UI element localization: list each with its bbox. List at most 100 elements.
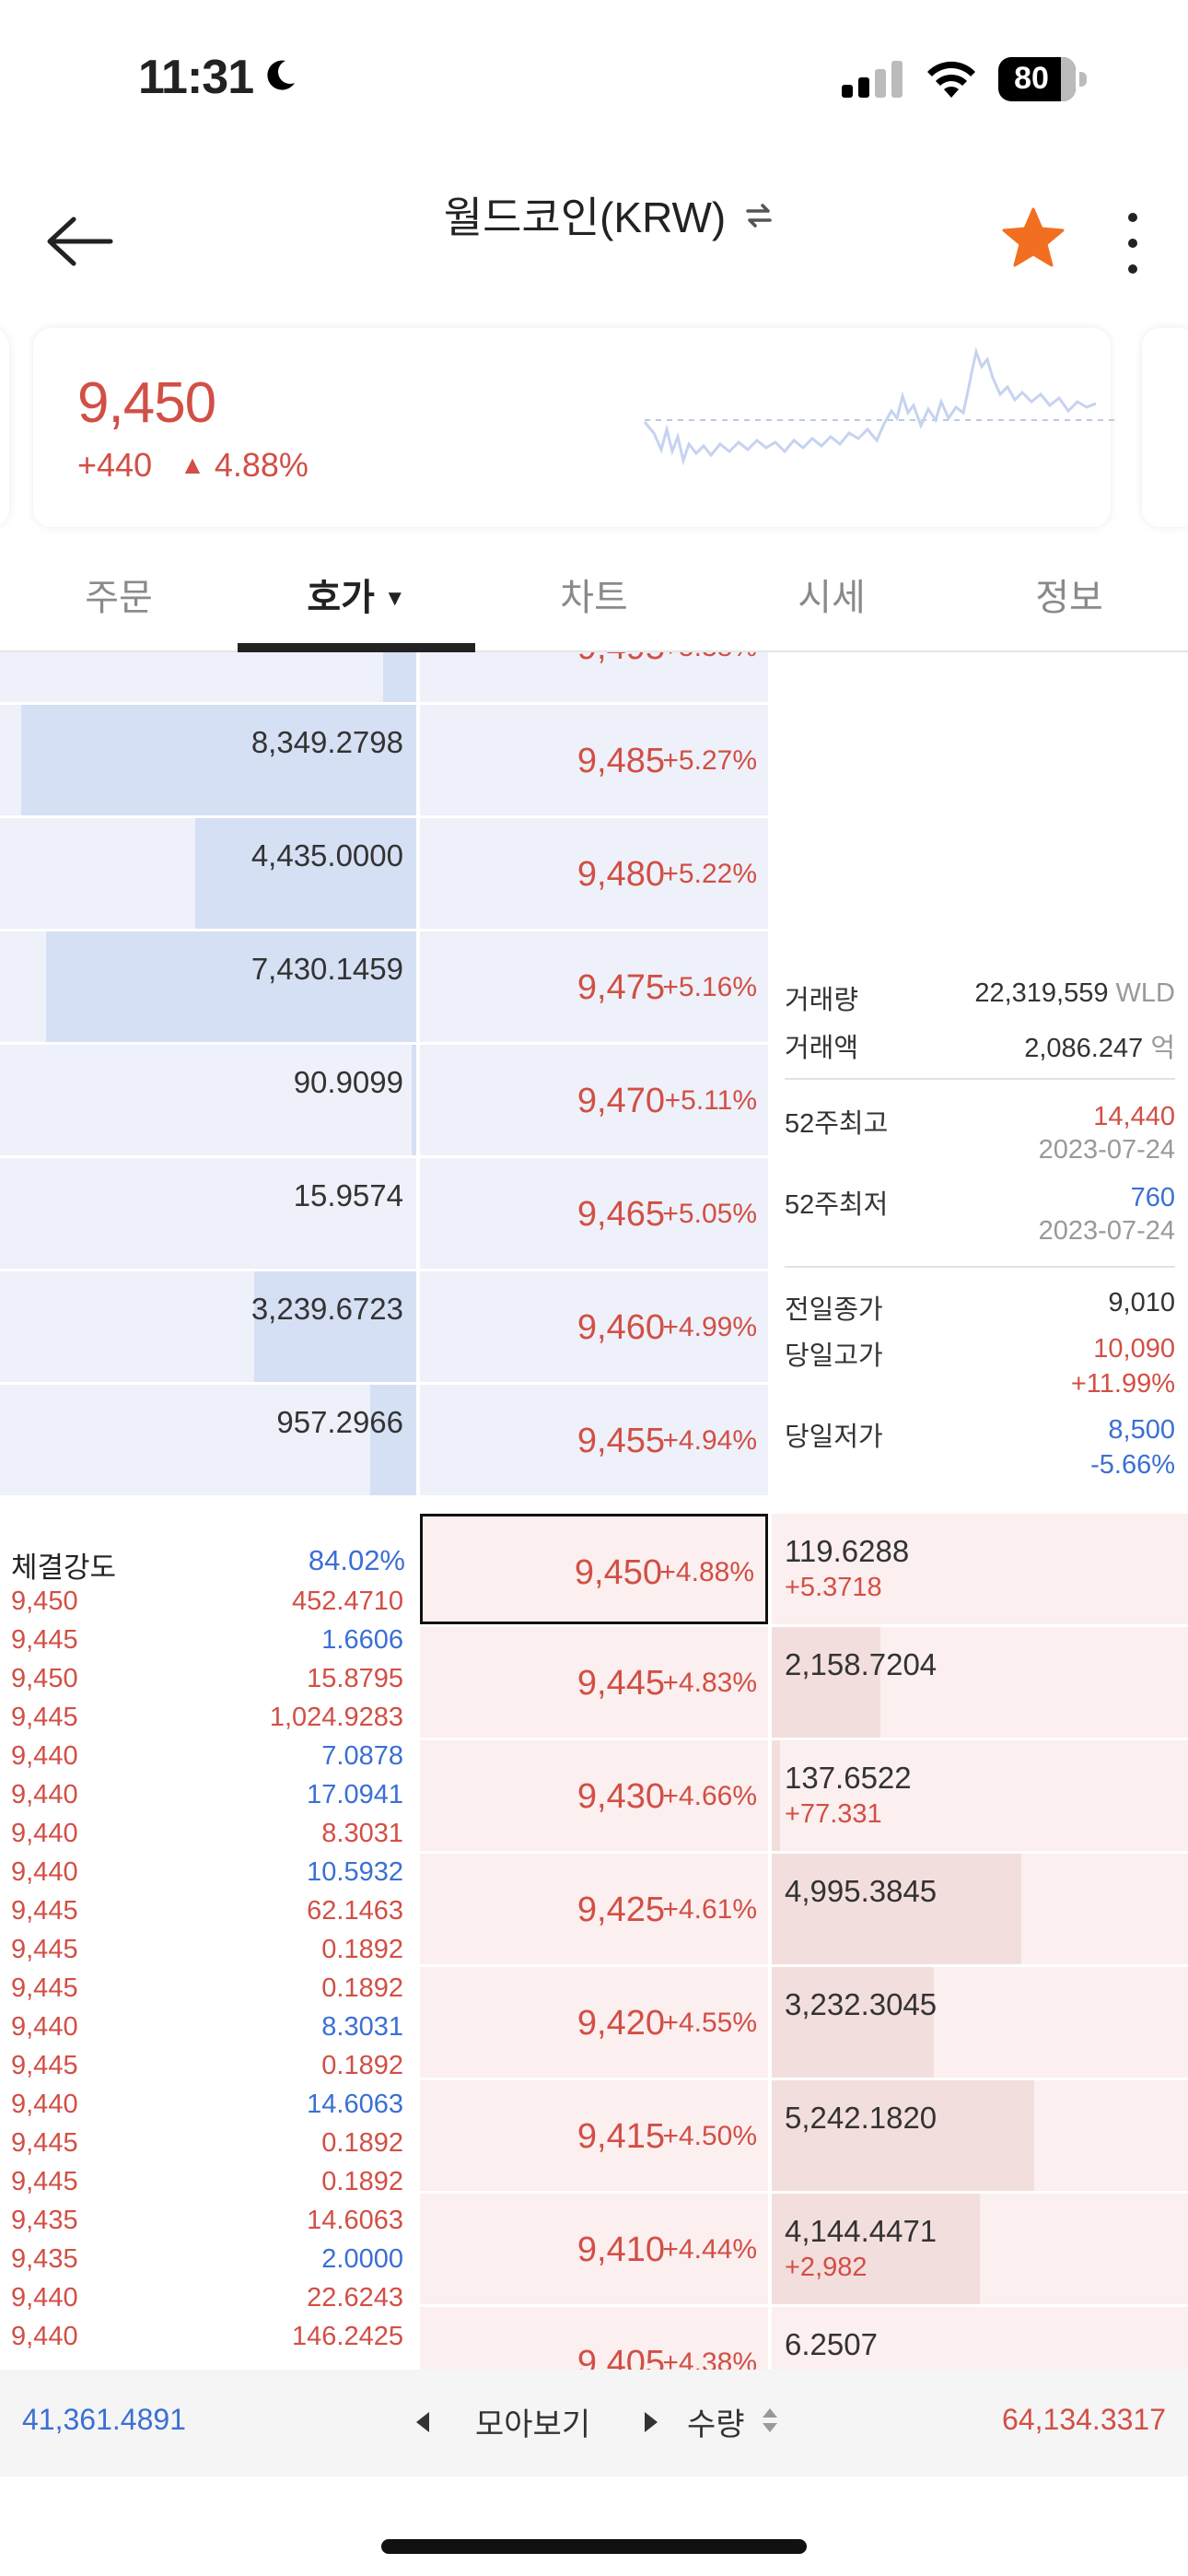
ask-qty-cell: 957.2966 <box>0 1385 416 1495</box>
bid-price-cell[interactable]: 9,420 +4.55% <box>420 1967 768 2078</box>
tab-chart[interactable]: 차트 <box>560 578 628 618</box>
ask-depth-bar <box>382 652 416 702</box>
ask-price-cell[interactable]: 9,470 +5.11% <box>420 1045 768 1155</box>
ask-price-cell[interactable]: 9,495+5.38% <box>420 652 768 702</box>
day-high-label: 당일고가 <box>785 1341 883 1371</box>
status-time: 11:31 <box>138 51 254 104</box>
change-rate: 4.88% <box>214 446 309 484</box>
tab-info[interactable]: 정보 <box>1035 578 1103 618</box>
ask-price-cell[interactable]: 9,475 +5.16% <box>420 931 768 1042</box>
current-price: 9,450 <box>77 371 216 435</box>
favorite-star-icon[interactable] <box>1000 206 1066 269</box>
bid-qty: 137.6522 <box>785 1761 912 1795</box>
ask-qty: 8,349.2798 <box>250 725 403 759</box>
caret-down-icon: ▼ <box>383 586 406 611</box>
trade-price: 9,440 <box>11 2283 78 2313</box>
bid-price: 9,430 <box>577 1777 665 1816</box>
ask-depth-bar <box>370 1385 416 1495</box>
trade-price: 9,445 <box>11 1625 78 1655</box>
day-low-label: 당일저가 <box>785 1423 883 1452</box>
bid-qty-cell: 4,144.4471 +2,982 <box>772 2194 1188 2304</box>
bid-price-cell[interactable]: 9,430 +4.66% <box>420 1740 768 1851</box>
ask-depth-bar <box>20 705 416 815</box>
back-arrow-icon[interactable] <box>37 205 116 278</box>
group-view-button[interactable]: 모아보기 <box>475 2407 591 2442</box>
bid-qty-cell: 5,242.1820 <box>772 2080 1188 2191</box>
orderbook: 9,495+5.38% 8,349.2798 9,485+5.27% 4,435.00… <box>0 652 1188 2370</box>
ask-price-cell[interactable]: 9,480 +5.22% <box>420 818 768 929</box>
low52-label: 52주최저 <box>785 1190 889 1220</box>
bid-price-cell[interactable]: 9,425 +4.61% <box>420 1854 768 1964</box>
day-high-rate: +11.99% <box>1070 1369 1175 1399</box>
high52-date: 2023-07-24 <box>1038 1135 1175 1165</box>
bid-qty: 3,232.3045 <box>785 1987 938 2021</box>
ask-price-cell[interactable]: 9,485 +5.27% <box>420 705 768 815</box>
trade-price: 9,445 <box>11 1935 78 1965</box>
bid-qty-change: +5.3718 <box>785 1573 882 1602</box>
swap-icon[interactable] <box>742 199 775 232</box>
prev-close-label: 전일종가 <box>785 1295 883 1325</box>
bid-price: 9,420 <box>577 2004 665 2043</box>
tab-market[interactable]: 시세 <box>798 578 866 618</box>
bid-price-cell[interactable]: 9,410 +4.44% <box>420 2194 768 2304</box>
ask-price: 9,495 <box>577 652 665 668</box>
bid-price-cell[interactable]: 9,415 +4.50% <box>420 2080 768 2191</box>
tab-order[interactable]: 주문 <box>85 578 153 618</box>
next-arrow-icon[interactable] <box>643 2410 661 2434</box>
ask-price: 9,485 <box>577 742 665 780</box>
bid-qty: 2,158.7204 <box>785 1647 938 1681</box>
prev-card-edge[interactable] <box>0 328 9 527</box>
bid-rate: +4.88% <box>659 1557 754 1587</box>
trade-qty: 10.5932 <box>307 1857 403 1888</box>
tab-orderbook[interactable]: 호가 ▼ <box>238 568 475 621</box>
ask-price: 9,455 <box>577 1422 665 1460</box>
orderbook-footer <box>0 2370 1188 2476</box>
price-card[interactable] <box>33 328 1111 527</box>
bid-price: 9,450 <box>574 1553 662 1592</box>
trade-price: 9,445 <box>11 1896 78 1926</box>
ask-qty-cell: 4,435.0000 <box>0 818 416 929</box>
total-bid-qty: 64,134.3317 <box>1002 2403 1166 2436</box>
trade-qty: 0.1892 <box>321 1935 403 1965</box>
prev-arrow-icon[interactable] <box>413 2410 431 2434</box>
bid-qty: 4,995.3845 <box>785 1874 938 1908</box>
bid-rate: +4.61% <box>662 1894 757 1925</box>
wifi-icon <box>927 61 975 98</box>
bid-price-cell[interactable]: 9,405 +4.38% <box>420 2307 768 2370</box>
change-amount: +440 <box>77 446 153 484</box>
ask-qty: 7,430.1459 <box>250 952 403 986</box>
volume-label: 거래량 <box>785 986 859 1015</box>
ask-qty-cell: 3,239.6723 <box>0 1271 416 1382</box>
ask-price-cell[interactable]: 9,455 +4.94% <box>420 1385 768 1495</box>
trade-price: 9,440 <box>11 2322 78 2352</box>
trade-qty: 0.1892 <box>321 1973 403 2004</box>
market-title[interactable]: 월드코인(KRW) <box>443 193 727 241</box>
ask-rate: +4.99% <box>662 1312 757 1342</box>
bid-rate: +4.38% <box>662 2348 757 2370</box>
trade-price: 9,440 <box>11 1819 78 1849</box>
trade-value-label: 거래액 <box>785 1034 859 1063</box>
strength-value: 84.02% <box>308 1544 405 1576</box>
ask-price-cell[interactable]: 9,465 +5.05% <box>420 1158 768 1269</box>
more-menu-icon[interactable] <box>1114 208 1151 278</box>
bid-price: 9,410 <box>577 2231 665 2269</box>
ask-qty: 957.2966 <box>276 1405 403 1439</box>
bid-rate: +4.55% <box>662 2008 757 2038</box>
high52-label: 52주최고 <box>785 1109 889 1139</box>
trade-qty: 1,024.9283 <box>269 1703 403 1733</box>
current-price-cell[interactable]: 9,450 +4.88% <box>420 1514 768 1624</box>
sort-icon[interactable] <box>761 2406 779 2434</box>
home-indicator[interactable] <box>381 2539 807 2554</box>
low52-date: 2023-07-24 <box>1038 1216 1175 1246</box>
ask-qty-cell: 90.9099 <box>0 1045 416 1155</box>
volume-value: 22,319,559 WLD <box>974 978 1175 1008</box>
ask-price-cell[interactable]: 9,460 +4.99% <box>420 1271 768 1382</box>
next-card-edge[interactable] <box>1142 328 1188 527</box>
bid-depth-bar <box>772 1740 781 1851</box>
qty-sort-button[interactable]: 수량 <box>687 2407 745 2442</box>
trade-price: 9,435 <box>11 2206 78 2236</box>
bid-price-cell[interactable]: 9,445 +4.83% <box>420 1627 768 1738</box>
ask-rate: +5.05% <box>662 1199 757 1229</box>
prev-close-value: 9,010 <box>1108 1288 1175 1317</box>
tab-orderbook-label: 호가 <box>307 578 375 618</box>
